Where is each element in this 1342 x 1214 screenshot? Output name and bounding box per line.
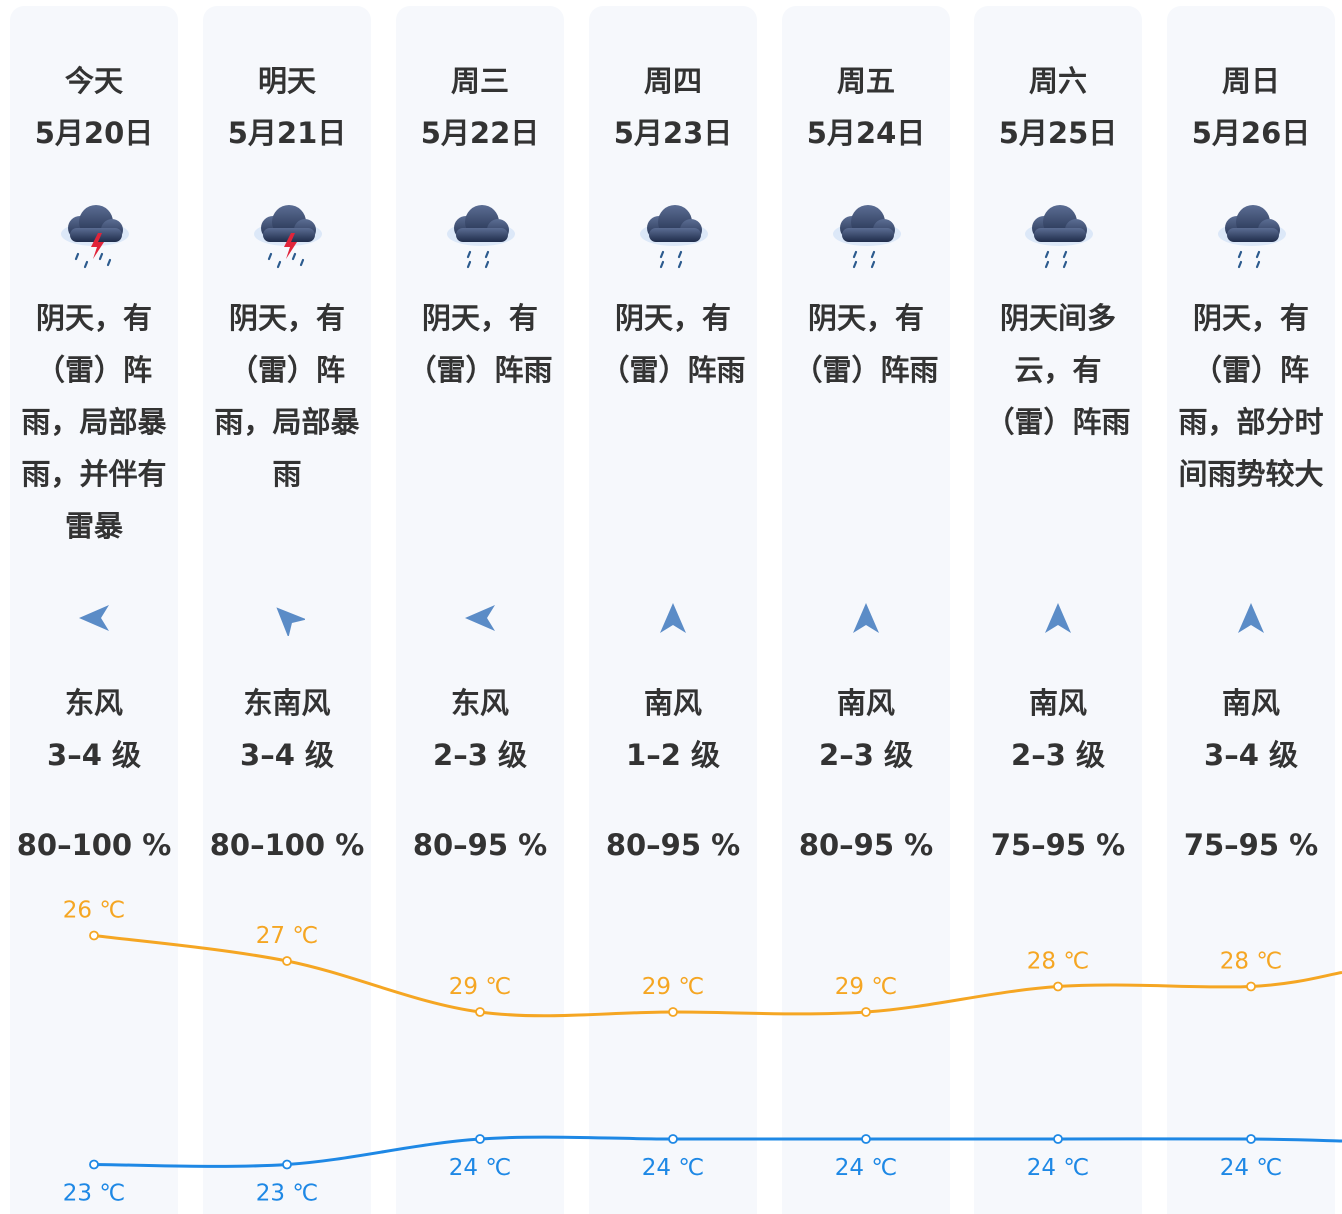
weather-description-line: （雷）阵雨 [985,405,1131,439]
humidity: 75–95 % [990,828,1126,862]
weather-description: 阴天，有 （雷）阵雨，部分时间雨势较大 [1169,292,1333,500]
rain-cloud-icon [833,205,901,269]
wind-level: 2–3 级 [1011,738,1105,772]
wind-direction: 东南风 [243,686,331,720]
weather-description-line: （雷）阵 [1192,353,1309,387]
day-name: 周四 [643,64,702,98]
weather-description-line: （雷）阵 [35,353,152,387]
weather-description-line: （雷）阵雨 [407,353,553,387]
weather-description-line: 云，有 [1014,353,1102,387]
weather-description-line: 雷暴 [64,509,123,543]
wind-level: 3–4 级 [47,738,141,772]
weather-description-line: 阴天，有 [614,301,731,335]
day-name: 明天 [257,64,316,98]
weather-description-line: 雨，局部暴 [214,405,360,439]
wind-direction: 东风 [450,686,509,720]
arrow-pointing-north-icon [853,603,879,633]
arrow-pointing-northwest-icon [276,607,305,636]
day-date: 5月25日 [998,116,1118,150]
day-date: 5月22日 [420,116,540,150]
day-column: 周日 5月26日阴天，有 （雷）阵雨，部分时间雨势较大南风 3–4 级 75–95 % [1167,6,1335,1214]
weather-description-line: （雷）阵 [228,353,345,387]
wind-direction: 南风 [836,686,895,720]
weather-description-line: 雨，并伴有 [21,457,167,491]
weather-description: 阴天，有 （雷）阵雨 [591,292,755,396]
day-column: 周六 5月25日阴天间多云，有 （雷）阵雨南风 2–3 级 75–95 % [974,6,1142,1214]
day-name: 今天 [64,64,123,98]
day-column: 今天 5月20日阴天，有 （雷）阵雨，局部暴雨，并伴有雷暴东风 3–4 级 80–100… [10,6,178,1214]
weather-description-line: 阴天，有 [35,301,152,335]
humidity: 80–100 % [16,828,172,862]
weather-description: 阴天间多云，有 （雷）阵雨 [976,292,1140,448]
arrow-pointing-north-icon [1238,603,1264,633]
weather-description-line: 阴天，有 [228,301,345,335]
humidity: 80–95 % [798,828,934,862]
weather-description-line: 雨 [272,457,302,491]
wind-direction: 南风 [1221,686,1280,720]
day-date: 5月23日 [613,116,733,150]
weather-description: 阴天，有 （雷）阵雨，局部暴雨 [205,292,369,500]
rain-cloud-icon [640,205,708,269]
weather-description-line: 阴天间多 [999,301,1116,335]
day-column: 周五 5月24日阴天，有 （雷）阵雨南风 2–3 级 80–95 % [782,6,950,1214]
day-date: 5月24日 [806,116,926,150]
wind-level: 1–2 级 [626,738,720,772]
weather-description-line: （雷）阵雨 [600,353,746,387]
wind-level: 3–4 级 [1204,738,1298,772]
arrow-pointing-north-icon [1045,603,1071,633]
day-date: 5月20日 [34,116,154,150]
thunderstorm-rain-icon [61,205,129,269]
day-name: 周六 [1028,64,1087,98]
weather-description-line: 间雨势较大 [1178,457,1324,491]
day-name: 周五 [836,64,895,98]
rain-cloud-icon [447,205,515,269]
day-name: 周三 [450,64,509,98]
wind-direction: 东风 [64,686,123,720]
wind-level: 3–4 级 [240,738,334,772]
arrow-pointing-west-icon [465,605,495,631]
arrow-pointing-west-icon [79,605,109,631]
wind-direction: 南风 [1028,686,1087,720]
humidity: 80–95 % [412,828,548,862]
day-column: 周四 5月23日阴天，有 （雷）阵雨南风 1–2 级 80–95 % [589,6,757,1214]
weather-description-line: 阴天，有 [1192,301,1309,335]
thunderstorm-rain-icon [254,205,322,269]
humidity: 80–95 % [605,828,741,862]
weather-description-line: 雨，局部暴 [21,405,167,439]
weather-description: 阴天，有 （雷）阵雨，局部暴雨，并伴有雷暴 [12,292,176,552]
wind-level: 2–3 级 [433,738,527,772]
weather-description-line: 阴天，有 [421,301,538,335]
weather-description-line: （雷）阵雨 [793,353,939,387]
humidity: 75–95 % [1183,828,1319,862]
day-column: 周三 5月22日阴天，有 （雷）阵雨东风 2–3 级 80–95 % [396,6,564,1214]
rain-cloud-icon [1218,205,1286,269]
humidity: 80–100 % [209,828,365,862]
arrow-pointing-north-icon [660,603,686,633]
day-name: 周日 [1221,64,1280,98]
weather-description: 阴天，有 （雷）阵雨 [398,292,562,396]
wind-level: 2–3 级 [819,738,913,772]
weather-description-line: 阴天，有 [807,301,924,335]
day-date: 5月26日 [1191,116,1311,150]
weather-description-line: 雨，部分时 [1178,405,1324,439]
wind-direction: 南风 [643,686,702,720]
rain-cloud-icon [1025,205,1093,269]
day-column: 明天 5月21日阴天，有 （雷）阵雨，局部暴雨东南风 3–4 级 80–100 % [203,6,371,1214]
weather-description: 阴天，有 （雷）阵雨 [784,292,948,396]
day-date: 5月21日 [227,116,347,150]
